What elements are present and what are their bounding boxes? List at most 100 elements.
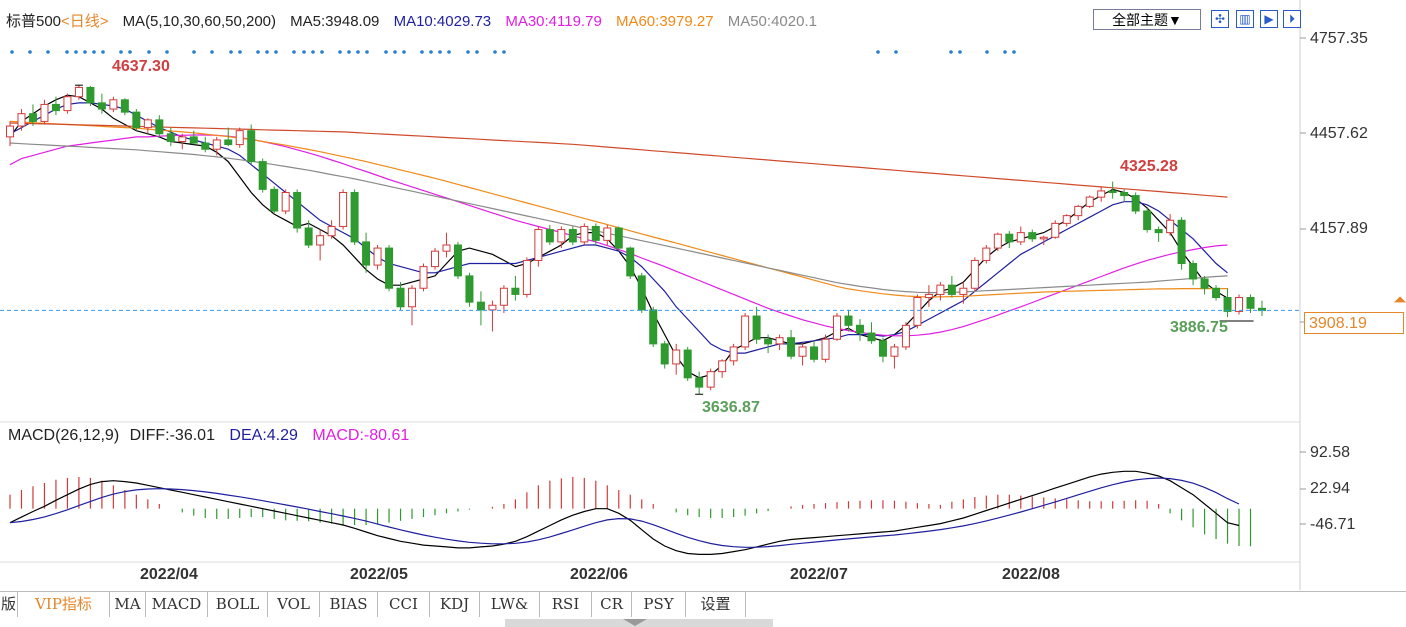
candle-body	[17, 113, 26, 127]
candle-body	[396, 287, 405, 308]
x-tick-label: 2022/04	[140, 566, 198, 583]
indicator-tab-bar: 版 VIP指标 MA MACD BOLL VOL BIAS CCI KDJ LW…	[0, 591, 1406, 618]
candle-body	[821, 338, 830, 360]
candle-body	[810, 346, 819, 360]
tab-cr[interactable]: CR	[592, 592, 632, 617]
candle-body	[855, 324, 864, 334]
signal-dot	[365, 50, 369, 54]
candle-body	[580, 225, 589, 243]
tab-macd[interactable]: MACD	[146, 592, 208, 617]
candle-body	[798, 346, 807, 357]
signal-dot	[320, 50, 324, 54]
tab-lw[interactable]: LW&	[480, 592, 540, 617]
tab-cci[interactable]: CCI	[378, 592, 430, 617]
tab-vip-indicator[interactable]: VIP指标	[18, 592, 110, 617]
candle-body	[1235, 297, 1244, 312]
macd-label: MACD(26,12,9)	[8, 427, 120, 444]
candle-body	[1223, 297, 1232, 312]
candle-body	[741, 315, 750, 348]
candle-body	[1246, 297, 1255, 309]
ma10-value: MA10:4029.73	[393, 13, 492, 30]
tab-rsi[interactable]: RSI	[540, 592, 592, 617]
candle-body	[293, 191, 302, 229]
tab-kdj[interactable]: KDJ	[430, 592, 480, 617]
tab-ma[interactable]: MA	[110, 592, 146, 617]
signal-dot	[1012, 50, 1016, 54]
candle-body	[385, 247, 394, 289]
tab-psy[interactable]: PSY	[632, 592, 686, 617]
macd-dea-line	[9, 477, 1240, 548]
signal-dot	[985, 50, 989, 54]
candle-body	[833, 315, 842, 340]
candle-body	[901, 324, 910, 348]
tab-vol[interactable]: VOL	[268, 592, 320, 617]
signal-dot	[429, 50, 433, 54]
ma-label[interactable]: MA(5,10,30,60,50,200)	[122, 13, 276, 30]
candle-body	[718, 360, 727, 373]
signal-dot	[238, 50, 242, 54]
signal-dot	[894, 50, 898, 54]
tab-bias[interactable]: BIAS	[320, 592, 378, 617]
candle-body	[557, 229, 566, 243]
signal-dot	[92, 50, 96, 54]
candle-body	[189, 136, 198, 144]
candle-body	[890, 346, 899, 357]
chart-header: 标普500<日线> MA(5,10,30,60,50,200) MA5:3948.…	[6, 10, 827, 31]
signal-dot	[265, 50, 269, 54]
tab-settings[interactable]: 设置	[686, 592, 746, 617]
signal-dot	[302, 50, 306, 54]
macd-y-tick-label: 22.94	[1310, 480, 1351, 497]
signal-dot	[128, 50, 132, 54]
candle-body	[1154, 229, 1163, 234]
signal-dot	[311, 50, 315, 54]
candle-body	[1108, 190, 1117, 193]
candle-body	[982, 247, 991, 261]
candle-body	[1051, 222, 1060, 238]
candle-body	[350, 191, 359, 243]
price-marker-icon	[1394, 296, 1406, 303]
tab-boll[interactable]: BOLL	[208, 592, 268, 617]
candle-body	[327, 225, 336, 237]
candle-body	[373, 247, 382, 266]
candle-body	[1085, 196, 1094, 207]
tab-edition[interactable]: 版	[0, 592, 18, 617]
ma-line-ma50	[9, 142, 1228, 294]
ma-line-ma200	[9, 122, 1228, 198]
candle-body	[132, 111, 141, 129]
candle-body	[258, 161, 267, 190]
candle-body	[924, 293, 933, 299]
signal-dot	[292, 50, 296, 54]
macd-diff-line	[9, 470, 1240, 556]
candle-body	[695, 377, 704, 388]
candle-body	[764, 338, 773, 345]
candle-body	[453, 244, 462, 277]
candle-body	[212, 139, 221, 150]
candle-body	[936, 284, 945, 295]
collapse-arrow-icon[interactable]	[623, 619, 647, 626]
signal-dot	[65, 50, 69, 54]
signal-dot	[949, 50, 953, 54]
theme-dropdown-button[interactable]: 全部主题▼	[1093, 9, 1201, 30]
candle-body	[614, 227, 623, 249]
candle-body	[6, 125, 14, 138]
candle-body	[1166, 219, 1175, 234]
candle-body	[51, 103, 60, 112]
symbol-label[interactable]: 标普500	[6, 13, 62, 30]
candle-body	[603, 227, 612, 241]
signal-dot	[165, 50, 169, 54]
candle-body	[408, 287, 417, 308]
signal-dot	[438, 50, 442, 54]
candle-body	[970, 259, 979, 289]
x-tick-label: 2022/05	[350, 566, 408, 583]
crosshair-icon[interactable]: ✣	[1211, 10, 1229, 28]
step-forward-icon[interactable]: ⏵	[1283, 10, 1301, 28]
candle-body	[1028, 232, 1037, 240]
period-selector[interactable]: <日线>	[61, 13, 109, 30]
candle-body	[1062, 215, 1071, 224]
signal-dot	[229, 50, 233, 54]
play-icon[interactable]: ▶	[1260, 10, 1278, 28]
candle-body	[511, 287, 520, 295]
signal-dot	[402, 50, 406, 54]
multi-period-icon[interactable]: ▥	[1236, 10, 1254, 28]
